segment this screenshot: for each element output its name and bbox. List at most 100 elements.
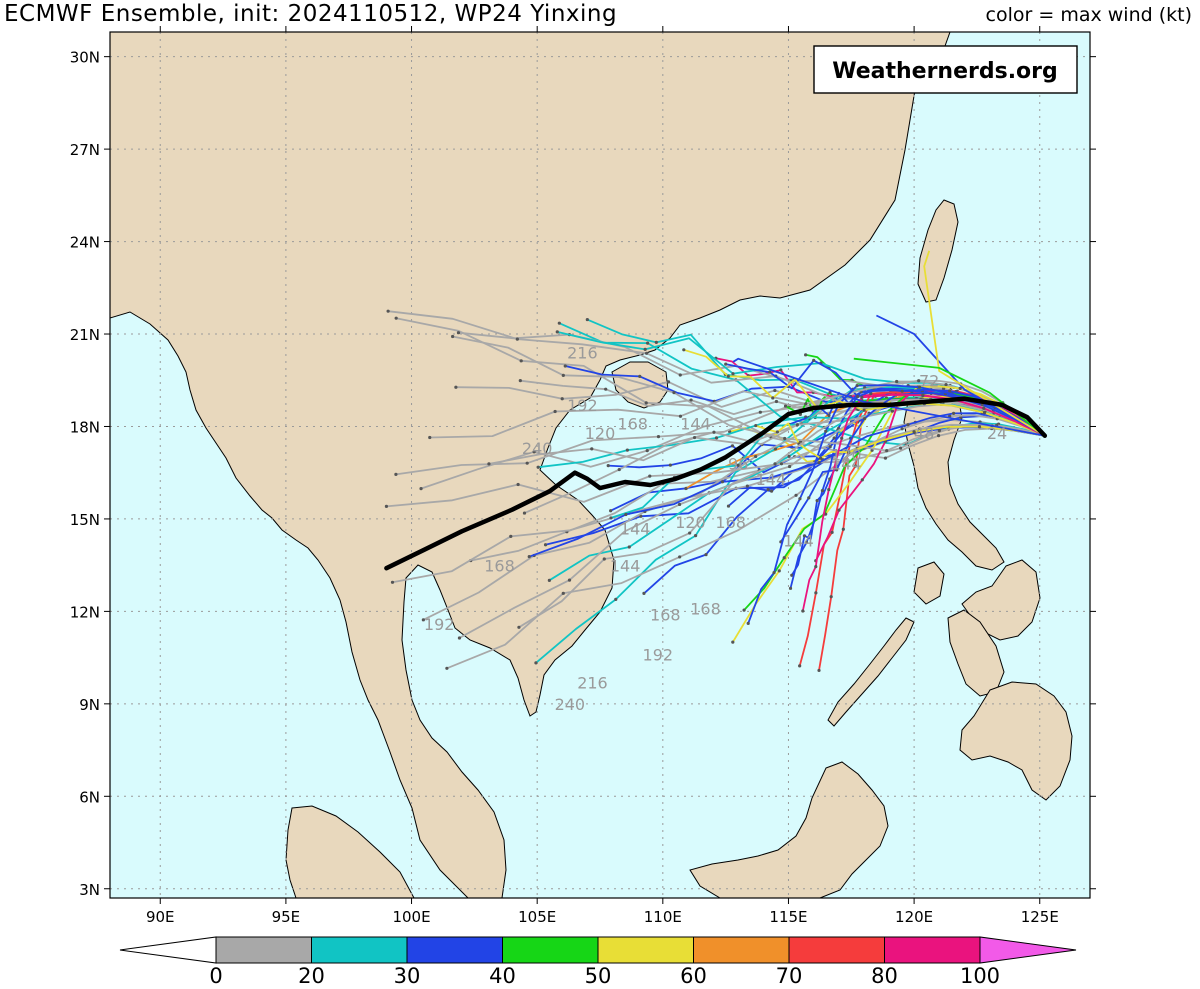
track-time-dot <box>779 368 783 372</box>
track-time-dot <box>798 664 802 668</box>
track-time-dot <box>614 597 618 601</box>
track-time-dot <box>428 435 432 440</box>
track-time-dot <box>606 464 610 468</box>
forecast-hour-label: 168 <box>690 599 721 618</box>
track-time-dot <box>693 533 698 538</box>
colorbar-bin <box>311 936 408 964</box>
track-time-dot <box>688 531 692 535</box>
track-time-dot <box>782 556 786 560</box>
forecast-hour-label: 96 <box>728 455 748 474</box>
lat-tick-label: 12N <box>70 603 100 621</box>
track-time-dot <box>684 486 688 491</box>
colorbar-bin <box>597 936 694 964</box>
watermark-box: Weathernerds.org <box>813 45 1078 94</box>
forecast-hour-label: 192 <box>643 646 674 665</box>
track-time-dot <box>804 402 808 406</box>
colorbar-bin <box>788 936 885 964</box>
track-time-dot <box>771 396 775 400</box>
track-time-dot <box>678 555 682 559</box>
track-time-dot <box>648 474 652 478</box>
track-time-dot <box>804 540 809 545</box>
ensemble-track <box>755 422 1045 460</box>
lat-tick-label: 6N <box>79 788 100 806</box>
track-time-dot <box>724 362 728 366</box>
forecast-hour-label: 144 <box>680 415 711 434</box>
track-time-dot <box>787 454 791 458</box>
forecast-hour-label: 72 <box>919 371 939 390</box>
track-time-dot <box>644 401 648 405</box>
track-time-dot <box>860 395 864 399</box>
track-time-dot <box>773 462 777 466</box>
mainland-asia <box>110 32 951 898</box>
track-time-dot <box>936 434 941 438</box>
forecast-hour-label: 168 <box>650 606 681 625</box>
track-time-dot <box>863 416 867 421</box>
track-time-dot <box>768 370 772 374</box>
track-time-dot <box>456 331 461 335</box>
visayas <box>961 559 1041 641</box>
lat-tick-label: 9N <box>79 696 100 714</box>
track-time-dot <box>855 383 859 388</box>
colorbar-tick-label: 70 <box>776 964 803 988</box>
track-time-dot <box>829 595 833 599</box>
track-time-dot <box>561 373 565 377</box>
lat-tick-label: 30N <box>70 49 100 67</box>
track-time-dot <box>802 534 807 538</box>
forecast-hour-label: 144 <box>756 470 787 489</box>
track-time-dot <box>883 456 888 460</box>
track-time-dot <box>766 488 770 492</box>
track-time-dot <box>730 444 735 448</box>
track-time-dot <box>801 609 805 613</box>
lon-tick-label: 120E <box>895 908 933 926</box>
track-time-dot <box>818 456 823 460</box>
track-time-dot <box>557 321 561 325</box>
colorbar-tick-label: 80 <box>871 964 898 988</box>
colorbar-tick-label: 0 <box>209 964 222 988</box>
track-time-dot <box>714 436 719 440</box>
track-time-dot <box>712 430 716 434</box>
ensemble-track <box>732 357 1045 437</box>
track-time-dot <box>666 380 671 384</box>
track-time-dot <box>885 449 889 453</box>
track-time-dot <box>516 482 520 487</box>
track-time-dot <box>534 661 538 665</box>
track-time-dot <box>827 413 831 418</box>
track-time-dot <box>590 447 594 451</box>
track-time-dot <box>642 591 646 595</box>
track-time-dot <box>906 423 910 427</box>
track-time-dot <box>853 464 858 468</box>
track-time-dot <box>561 591 565 595</box>
track-time-dot <box>627 545 631 549</box>
track-time-dot <box>421 618 425 622</box>
forecast-hour-label: 168 <box>715 513 746 532</box>
palawan <box>827 617 915 727</box>
track-time-dot <box>731 640 735 644</box>
colorbar-tick-label: 40 <box>489 964 516 988</box>
track-time-dot <box>788 464 792 469</box>
track-time-dot <box>898 446 903 450</box>
forecast-hour-label: 120 <box>831 445 862 464</box>
mean-track-line <box>384 396 1048 571</box>
track-time-dot <box>525 461 529 465</box>
track-time-dot <box>937 429 941 433</box>
track-time-dot <box>958 386 962 390</box>
lat-tick-label: 15N <box>70 511 100 529</box>
track-time-dot <box>777 569 781 573</box>
colorbar-under-arrow <box>119 936 217 964</box>
track-time-dot <box>798 497 802 501</box>
ensemble-track <box>789 389 1046 589</box>
track-time-dot <box>386 309 390 313</box>
track-time-dot <box>783 436 787 441</box>
track-time-dot <box>895 379 899 384</box>
lon-tick-label: 95E <box>272 908 301 926</box>
lat-tick-label: 21N <box>70 326 100 344</box>
track-time-dot <box>890 409 894 413</box>
colorbar-over-arrow <box>979 936 1077 964</box>
sumatra <box>285 805 415 898</box>
track-time-dot <box>828 445 832 449</box>
colorbar-bin <box>502 936 599 964</box>
track-time-dot <box>814 591 818 595</box>
track-time-dot <box>532 450 536 454</box>
mindanao <box>959 681 1073 801</box>
track-time-dot <box>731 372 735 376</box>
